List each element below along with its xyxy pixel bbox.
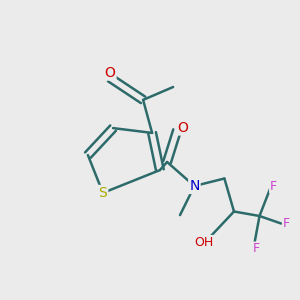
Text: S: S (98, 186, 107, 200)
Text: O: O (177, 121, 188, 134)
Text: F: F (252, 242, 260, 256)
Text: N: N (189, 179, 200, 193)
Text: OH: OH (194, 236, 213, 249)
Text: F: F (283, 217, 290, 230)
Text: F: F (270, 179, 277, 193)
Text: O: O (105, 66, 116, 80)
